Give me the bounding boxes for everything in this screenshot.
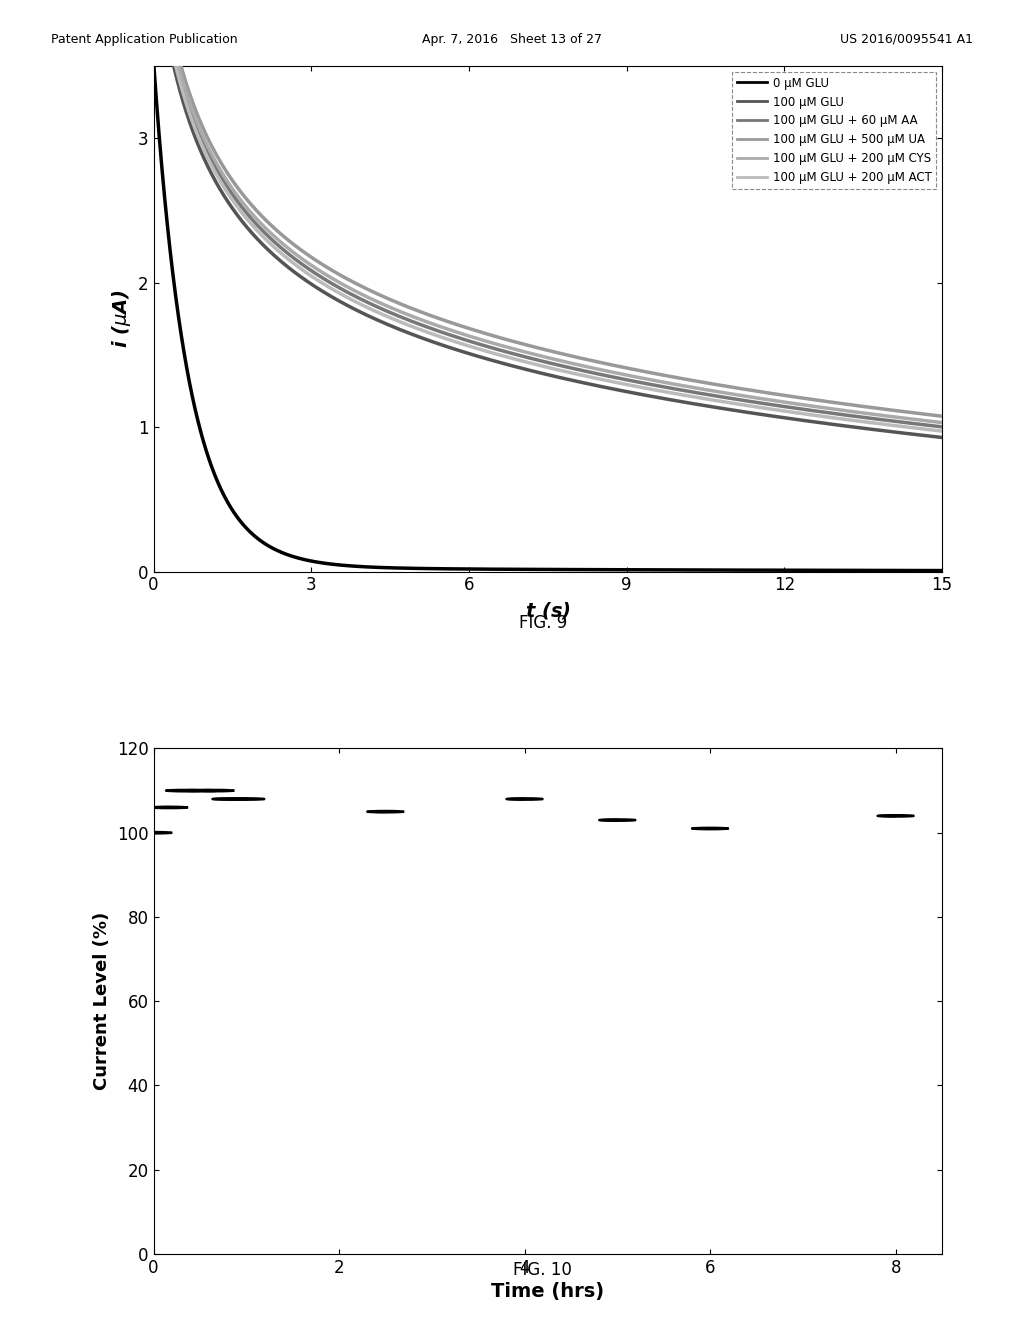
X-axis label: $\bfit{t}$ (s): $\bfit{t}$ (s) xyxy=(525,601,570,620)
Y-axis label: $\bfit{i}$ ($\mu$A): $\bfit{i}$ ($\mu$A) xyxy=(110,289,132,348)
Text: FIG. 9: FIG. 9 xyxy=(518,614,567,632)
Polygon shape xyxy=(166,789,184,792)
Polygon shape xyxy=(599,820,617,821)
Text: Patent Application Publication: Patent Application Publication xyxy=(51,33,238,46)
Text: FIG. 10: FIG. 10 xyxy=(513,1261,572,1279)
Text: US 2016/0095541 A1: US 2016/0095541 A1 xyxy=(840,33,973,46)
Polygon shape xyxy=(135,832,154,833)
Polygon shape xyxy=(181,789,200,792)
Polygon shape xyxy=(198,789,216,792)
Polygon shape xyxy=(212,799,230,800)
Polygon shape xyxy=(878,814,896,817)
X-axis label: Time (hrs): Time (hrs) xyxy=(492,1283,604,1302)
Legend: 0 μM GLU, 100 μM GLU, 100 μM GLU + 60 μM AA, 100 μM GLU + 500 μM UA, 100 μM GLU : 0 μM GLU, 100 μM GLU, 100 μM GLU + 60 μM… xyxy=(732,71,936,189)
Polygon shape xyxy=(367,810,385,813)
Y-axis label: Current Level (%): Current Level (%) xyxy=(93,912,112,1090)
Polygon shape xyxy=(691,828,711,829)
Polygon shape xyxy=(227,799,247,800)
Polygon shape xyxy=(151,807,169,808)
Polygon shape xyxy=(506,799,524,800)
Text: Apr. 7, 2016   Sheet 13 of 27: Apr. 7, 2016 Sheet 13 of 27 xyxy=(422,33,602,46)
